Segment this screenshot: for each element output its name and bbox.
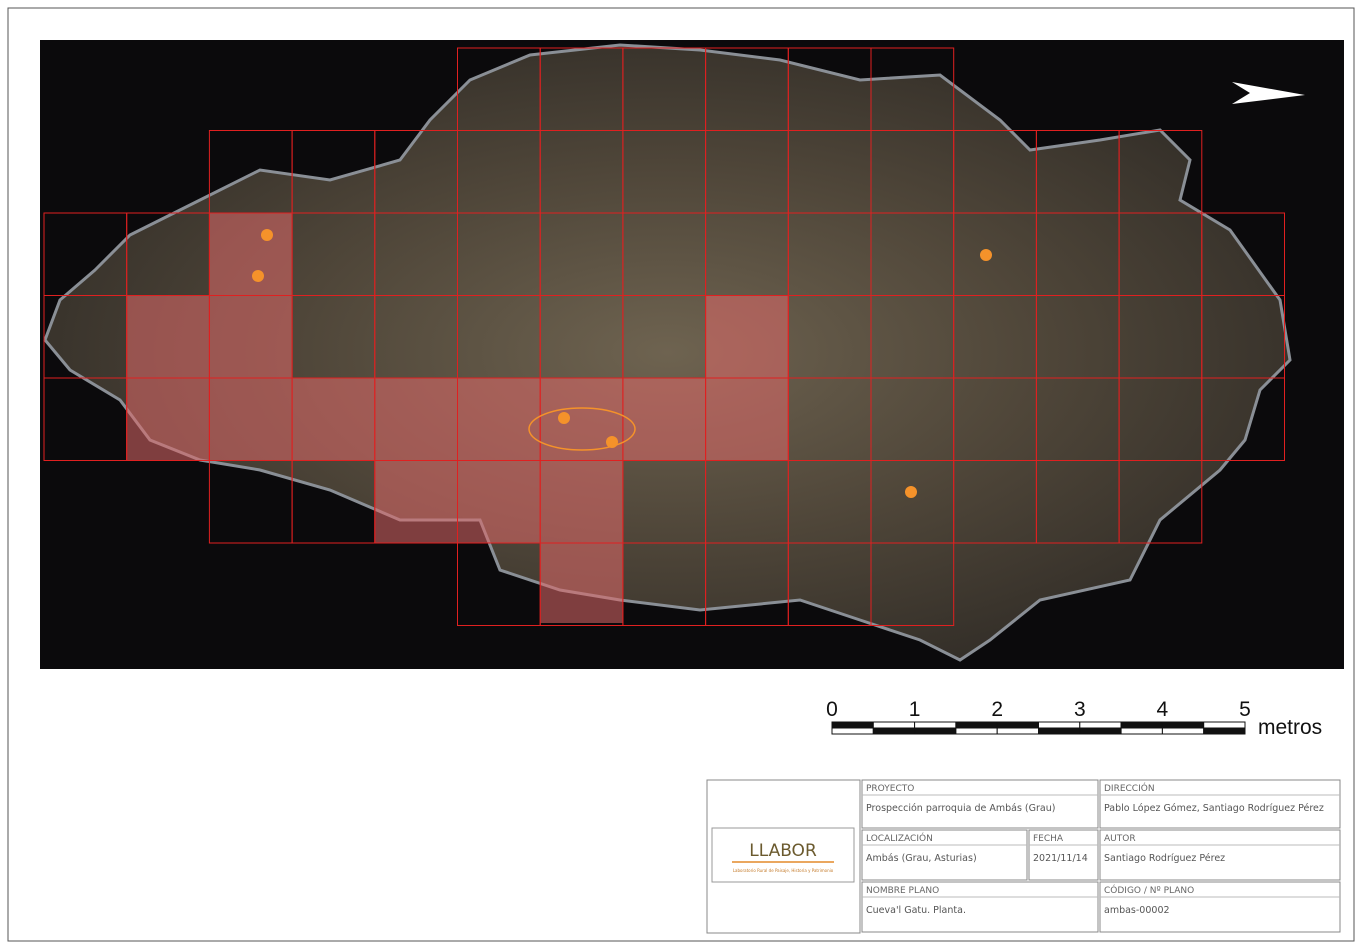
- title-cell: [1099, 829, 1341, 881]
- scale-segment: [1079, 727, 1122, 735]
- scale-segment: [1120, 727, 1163, 735]
- scale-segment: [831, 727, 874, 735]
- field-value: Prospección parroquia de Ambás (Grau): [866, 803, 1055, 814]
- north-arrow: [1232, 82, 1305, 104]
- grid-cell: [870, 542, 955, 626]
- field-label: CÓDIGO / Nº PLANO: [1104, 884, 1194, 896]
- field-label: FECHA: [1033, 834, 1064, 844]
- field-value: Ambás (Grau, Asturias): [866, 853, 977, 864]
- logo-subtitle: Laboratorio Rural de Paisaje, Historia y…: [733, 868, 834, 873]
- scale-segment: [1038, 721, 1081, 729]
- field-value: ambas-00002: [1104, 905, 1170, 916]
- field-label: NOMBRE PLANO: [866, 886, 939, 896]
- field-value: Pablo López Gómez, Santiago Rodríguez Pé…: [1104, 803, 1324, 814]
- scale-segment: [1079, 721, 1122, 729]
- field-label: LOCALIZACIÓN: [866, 832, 933, 844]
- field-label: DIRECCIÓN: [1104, 782, 1155, 794]
- scale-label: 3: [1074, 698, 1086, 721]
- scale-label: 5: [1239, 698, 1251, 721]
- scale-segment: [831, 721, 874, 729]
- scale-label: 1: [909, 698, 921, 721]
- scale-segment: [914, 721, 957, 729]
- survey-grid: [43, 47, 1286, 626]
- grid-cell: [1201, 377, 1286, 461]
- scale-segment: [996, 727, 1040, 735]
- title-cell: [861, 829, 1028, 881]
- scale-segment: [1161, 727, 1205, 735]
- title-cell: [1099, 779, 1341, 829]
- scale-segment: [872, 721, 916, 729]
- title-cell: [1099, 881, 1341, 933]
- scale-bar: 0 1 2 3 4 5: [826, 698, 1251, 735]
- find-cluster: [528, 407, 636, 451]
- scale-segment: [955, 721, 998, 729]
- logo-frame: [711, 827, 855, 883]
- scale-segment: [1038, 727, 1081, 735]
- field-label: PROYECTO: [866, 784, 914, 794]
- scale-segment: [872, 727, 916, 735]
- title-cell: [1028, 829, 1099, 881]
- title-cell: [861, 779, 1099, 829]
- logo-name: LLABOR: [749, 841, 817, 861]
- scale-label: 4: [1157, 698, 1169, 721]
- scale-label: 0: [826, 698, 838, 721]
- scale-segment: [1203, 721, 1246, 729]
- grid-cell: [1118, 460, 1203, 544]
- scale-segment: [1203, 727, 1246, 735]
- field-value: 2021/11/14: [1033, 853, 1088, 864]
- scale-segment: [996, 721, 1040, 729]
- field-label: AUTOR: [1104, 834, 1136, 844]
- title-cell: [861, 881, 1099, 933]
- scale-segment: [1120, 721, 1163, 729]
- scale-segment: [1161, 721, 1205, 729]
- scale-label: 2: [991, 698, 1003, 721]
- field-value: Santiago Rodríguez Pérez: [1104, 853, 1225, 864]
- scale-unit: metros: [1258, 716, 1322, 739]
- cave-outline: [43, 43, 1292, 662]
- scale-segment: [914, 727, 957, 735]
- field-value: Cueva'l Gatu. Planta.: [866, 905, 966, 916]
- scale-segment: [955, 727, 998, 735]
- sheet-frame: [7, 7, 1355, 942]
